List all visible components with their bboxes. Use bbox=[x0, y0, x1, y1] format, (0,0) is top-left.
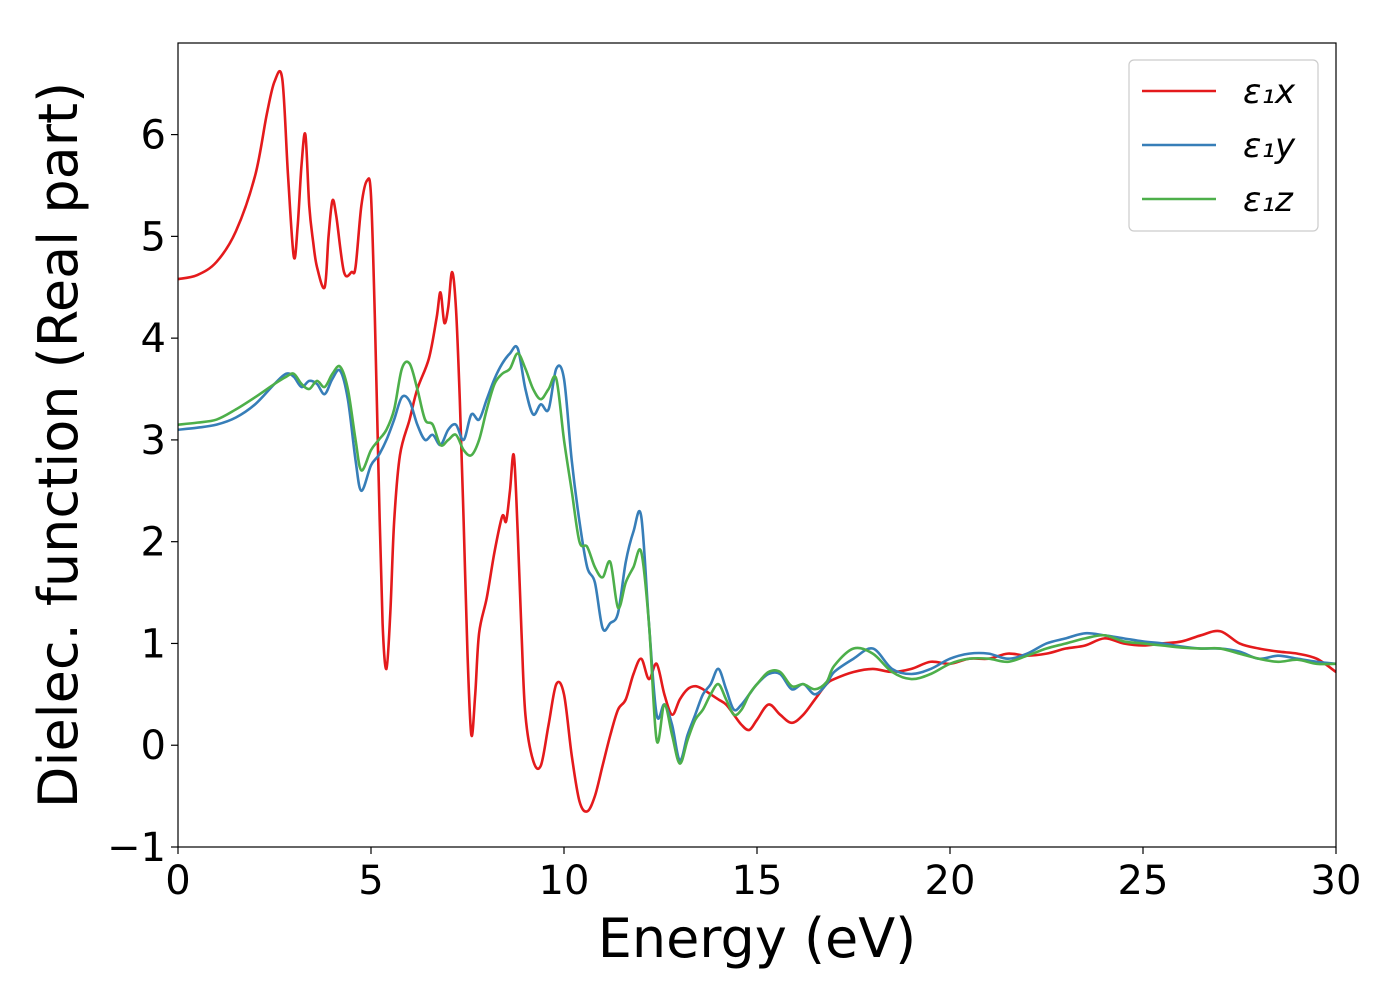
series-layer bbox=[178, 69, 1336, 813]
legend-label: ε₁z bbox=[1243, 180, 1294, 220]
y-tick-label: 5 bbox=[141, 214, 166, 260]
legend-label: ε₁x bbox=[1243, 72, 1296, 112]
legend-label: ε₁y bbox=[1243, 126, 1296, 166]
x-tick-label: 15 bbox=[732, 858, 783, 904]
series-line-e1y bbox=[178, 344, 1336, 762]
y-tick-label: 1 bbox=[141, 621, 166, 667]
x-tick-label: 30 bbox=[1311, 858, 1362, 904]
x-tick-label: 10 bbox=[539, 858, 590, 904]
x-tick-label: 0 bbox=[165, 858, 190, 904]
y-axis-ticks: −1 0 1 2 3 4 5 6 bbox=[107, 113, 178, 871]
y-tick-label: 3 bbox=[141, 418, 166, 464]
series-line-e1z bbox=[178, 352, 1336, 765]
y-tick-label: 4 bbox=[141, 316, 166, 362]
y-axis-label: Dielec. function (Real part) bbox=[27, 82, 90, 808]
x-tick-label: 5 bbox=[358, 858, 383, 904]
y-tick-label: 6 bbox=[141, 113, 166, 159]
y-tick-label: 0 bbox=[141, 723, 166, 769]
y-tick-label: −1 bbox=[107, 825, 166, 871]
y-tick-label: 2 bbox=[141, 520, 166, 566]
x-axis-label: Energy (eV) bbox=[598, 907, 917, 970]
legend: ε₁x ε₁y ε₁z bbox=[1128, 59, 1319, 232]
x-axis-ticks: 0 5 10 15 20 25 30 bbox=[165, 847, 1361, 904]
x-tick-label: 25 bbox=[1118, 858, 1169, 904]
legend-box bbox=[1128, 59, 1319, 232]
x-tick-label: 20 bbox=[925, 858, 976, 904]
